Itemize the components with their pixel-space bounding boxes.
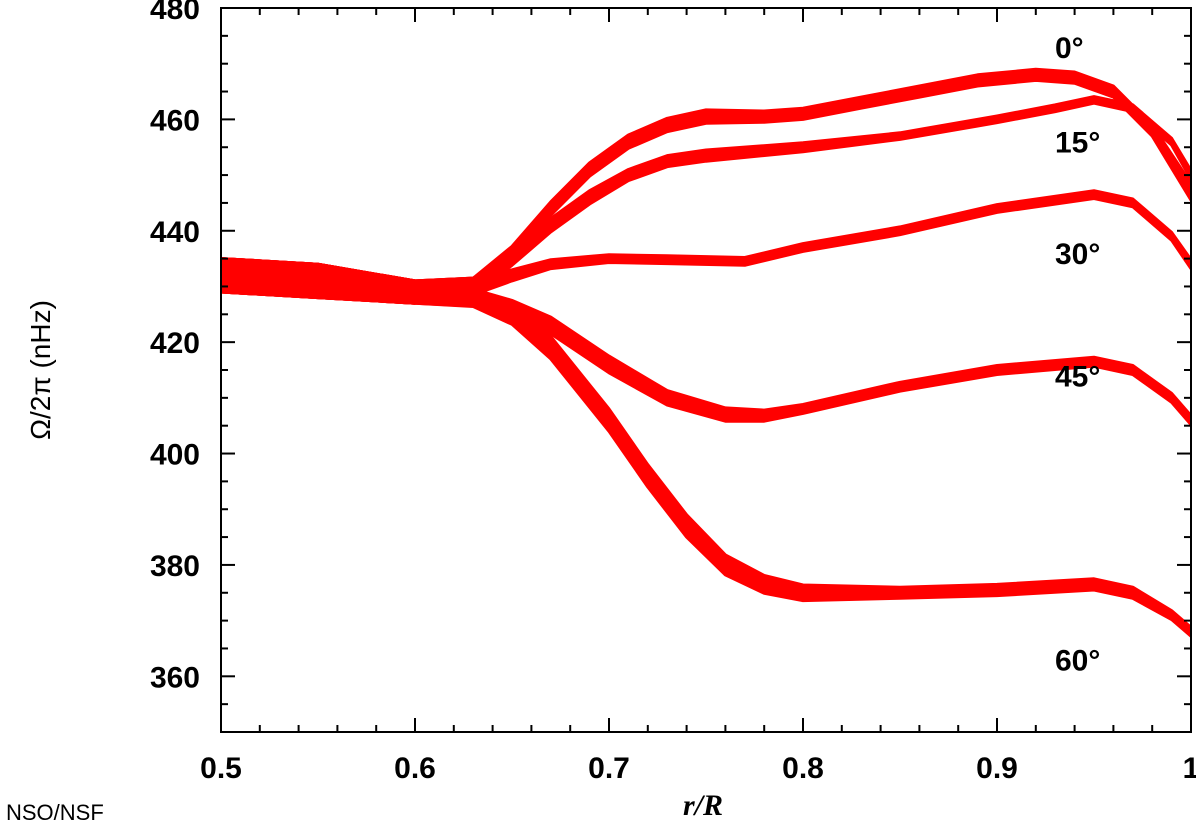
credit-text: NSO/NSF (6, 800, 104, 825)
series-layer (221, 67, 1191, 638)
series-label: 60° (1055, 645, 1100, 678)
y-tick-label: 360 (150, 661, 200, 694)
series-label: 30° (1055, 238, 1100, 271)
y-axis-title: Ω/2π (nHz) (25, 300, 56, 440)
series-band-4 (221, 257, 1191, 638)
x-tick-label: 0.9 (976, 752, 1018, 785)
y-tick-label: 420 (150, 327, 200, 360)
y-tick-label: 440 (150, 216, 200, 249)
label-layer: 0.5 0.6 0.7 0.8 0.9 1 360 380 400 420 440 460 480 0° 1… (150, 0, 1196, 785)
x-tick-label: 0.7 (588, 752, 630, 785)
y-tick-label: 380 (150, 550, 200, 583)
series-label: 45° (1055, 361, 1100, 394)
series-band-0 (221, 67, 1191, 305)
series-label: 15° (1055, 127, 1100, 160)
x-tick-label: 0.5 (200, 752, 242, 785)
y-tick-label: 460 (150, 104, 200, 137)
tick-layer (220, 7, 1192, 733)
y-tick-label: 480 (150, 0, 200, 26)
y-tick-label: 400 (150, 439, 200, 472)
x-tick-label: 0.6 (394, 752, 436, 785)
series-label: 0° (1055, 32, 1084, 65)
x-tick-label: 1 (1183, 752, 1196, 785)
x-tick-label: 0.8 (782, 752, 824, 785)
x-axis-title: r/R (683, 789, 723, 822)
series-band-2 (221, 189, 1191, 305)
